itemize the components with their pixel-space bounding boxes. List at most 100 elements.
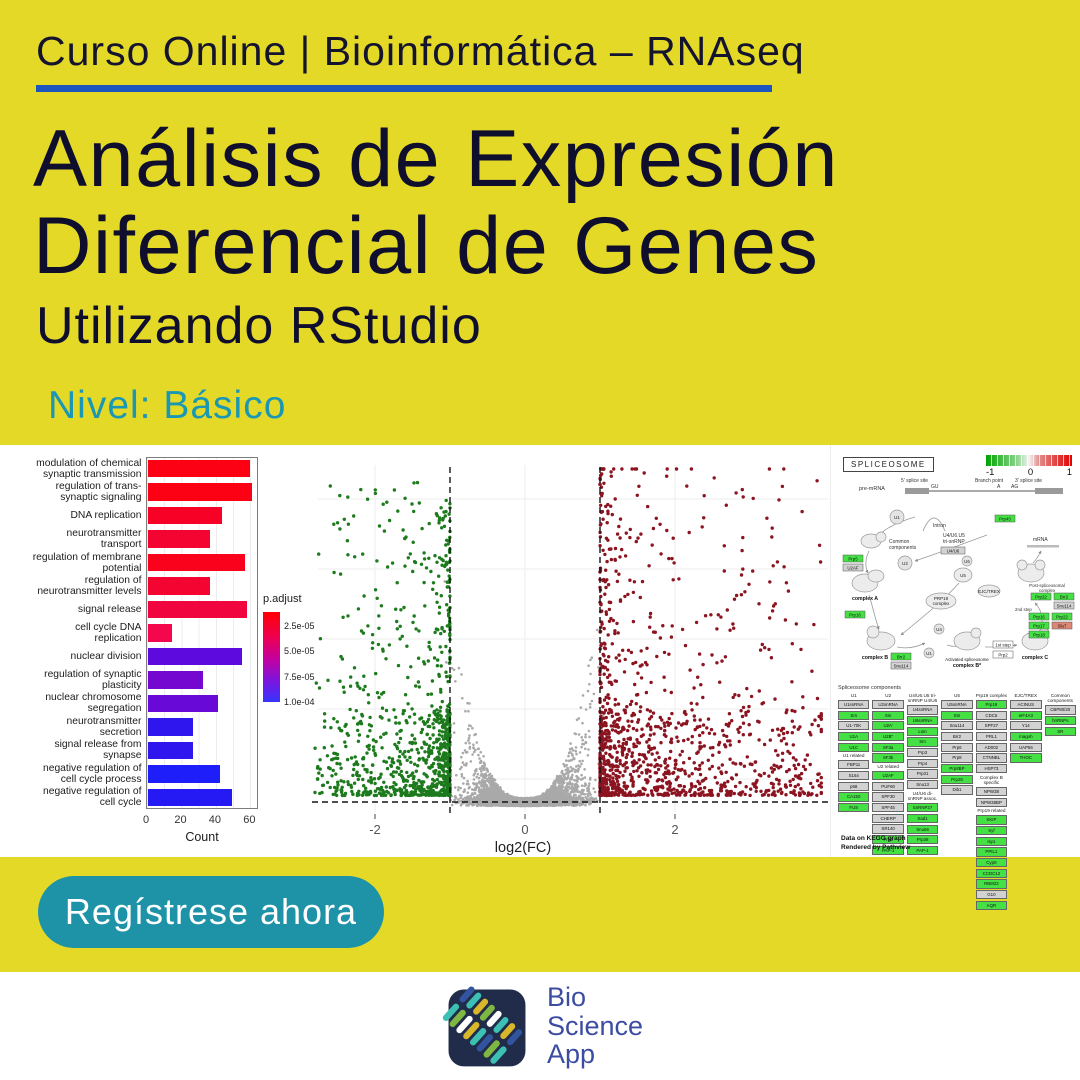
bar-row: negative regulation of cell cycle [26,786,258,809]
kegg-gene-box: G10 [975,890,1008,900]
kegg-gene-column: U2 U2snRNA Sm U2A' U2B'' SF3a SF3b U2 related U2… [872,693,904,855]
kegg-gene-box: AQR [975,900,1008,910]
figures-band: modulation of chemical synaptic transmis… [0,445,1080,910]
kegg-gene-box: ACINUS [1010,699,1042,710]
bar-row: regulation of trans-synaptic signaling [26,480,258,503]
bar-row: regulation of synaptic plasticity [26,668,258,691]
bar-chart-rows: modulation of chemical synaptic transmis… [26,457,258,809]
kegg-gene-box: SPF30 [872,792,904,802]
kegg-gene-box: PPIL1 [975,847,1008,857]
kegg-gene-box: eIF4A3 [1010,710,1042,720]
kegg-gene-box: Sm [872,710,904,720]
kegg-gene-box: CTNNBL [975,753,1008,763]
kegg-gene-box: Syf [975,826,1008,836]
kegg-gene-box: Cyp8 [975,858,1008,868]
key-label-neg: -1 [986,467,995,478]
gene-grid-title: Spliceosome components [838,685,901,691]
kegg-gene-box: Prp31 [906,769,939,779]
title-line2: Diferencial de Genes [33,200,820,291]
logo-line-science: Science [546,1010,644,1041]
kegg-gene-box: Prp8BP [941,764,973,774]
kegg-gene-box: hnRNPs [1044,716,1076,726]
kegg-gene-column: Prp19 complex Prp19 CDC5 SPF27 PRL1 AD002 CTNN… [975,693,1008,910]
kegg-gene-column: U5 U5snRNA Sm Snu114 Brr2 Prp6 Prp8 Prp8BP Prp28… [941,693,973,795]
kegg-gene-box: NPW38BP [975,797,1008,807]
kegg-gene-box: RBM22 [975,879,1008,889]
kegg-gene-box: Prp19 [975,699,1008,710]
bar-row: signal release [26,598,258,621]
kegg-gene-box: U2A' [872,721,904,731]
go-enrichment-bar-chart: modulation of chemical synaptic transmis… [0,445,315,857]
kegg-gene-box: Prp5 [872,835,904,845]
ag-label: AG [1011,484,1019,490]
pre-mrna-schematic: 5' splice site Branch point 3' splice si… [859,478,1067,500]
logo-wordmark: Bio Science App [547,983,643,1069]
kegg-gene-box: FBP11 [838,760,870,770]
kegg-gene-box: SnRNP27 [906,803,939,813]
a-label: A [997,484,1001,490]
bar-row: signal release from synapse [26,739,258,762]
level-label: Nivel: Básico [48,384,287,427]
kegg-gene-box: U1-70K [838,721,870,731]
kegg-gene-box: Lsm [906,726,939,736]
kegg-gene-box: U2B'' [872,731,904,742]
kegg-gene-box: SPF45 [872,803,904,813]
course-kicker: Curso Online | Bioinformática – RNAseq [36,28,805,74]
exon-box [1035,488,1063,494]
kegg-gene-box: Sm [941,710,973,720]
bar-row: nuclear division [26,645,258,668]
subtitle: Utilizando RStudio [36,297,482,355]
pre-mrna-label: pre-mRNA [859,486,885,492]
bar-row: DNA replication [26,504,258,527]
kegg-footer: Data on KEGG graph Rendered by Pathview [841,835,911,851]
logo-line-bio: Bio [546,982,586,1013]
footer-strip: Bio Science App [0,972,1080,1080]
bar-row: neurotransmitter secretion [26,715,258,738]
kegg-gene-box: SF3a [872,742,904,752]
kegg-gene-box: Sm [838,710,870,720]
bar-chart-x-label: Count [185,830,219,844]
kegg-gene-box: Sad1 [906,813,939,823]
key-label-pos: 1 [1066,467,1072,478]
branch-point-label: Branch point [975,478,1004,484]
bar-row: nuclear chromosome segregation [26,692,258,715]
kegg-gene-box: AD002 [975,742,1008,752]
kegg-gene-box: Brr2 [941,731,973,742]
kegg-gene-box: Snu13 [906,780,939,790]
kegg-gene-column: EJC/TREX ACINUS eIF4A3 Y14 magoh UAP56 THOC [1010,693,1042,763]
bar-row: modulation of chemical synaptic transmis… [26,457,258,480]
kegg-gene-box: PUF60 [872,781,904,791]
kegg-spliceosome-figure: SPLICEOSOME -1 0 1 5' splice site Branch… [830,445,1080,910]
kegg-gene-box: U2snRNA [872,699,904,710]
bar-row: negative regulation of cell cycle proces… [26,762,258,785]
dna-helix-icon [442,986,523,1064]
kegg-gene-box: U1A [838,731,870,742]
kegg-gene-box: SR [1044,726,1076,736]
kegg-gene-box: Y14 [1010,721,1042,731]
kegg-gene-box: PRL1 [975,731,1008,742]
spliceosome-cycle-cartoon: U1 U2 U6 U5 U4 U1 PRP19 complex EJC/TREX… [835,501,1077,683]
kegg-title-box: SPLICEOSOME [843,457,934,472]
kegg-color-gradient [986,455,1072,466]
kegg-gene-box: Sm [906,737,939,747]
kegg-gene-box: CA150 [838,792,870,802]
bar-row: regulation of neurotransmitter levels [26,574,258,597]
kegg-gene-box: U1C [838,742,870,752]
kegg-gene-box: CBP80/20 [1044,705,1076,715]
kegg-gene-box: NPW38 [975,787,1008,797]
kegg-gene-box: HSP73 [975,764,1008,774]
kegg-gene-box: Prp8 [941,753,973,763]
volcano-plot: -2 0 2 log2(FC) [310,445,830,857]
kegg-gene-box: CDC5 [975,710,1008,720]
kegg-gene-box: Prp3 [906,748,939,758]
kegg-gene-box: PAP-1 [906,845,939,856]
five-splice-site-label: 5' splice site [901,478,929,484]
pre-mrna-line [905,490,1063,492]
logo-tile [448,989,526,1067]
register-button[interactable]: Regístrese ahora [38,876,384,948]
gu-label: GU [931,484,939,490]
kegg-gene-column: U4/U6.U5 tri-snRNP U4/U6 U4snRNA U6snRNA Ls… [906,693,939,856]
kegg-gene-box: magoh [1010,731,1042,742]
